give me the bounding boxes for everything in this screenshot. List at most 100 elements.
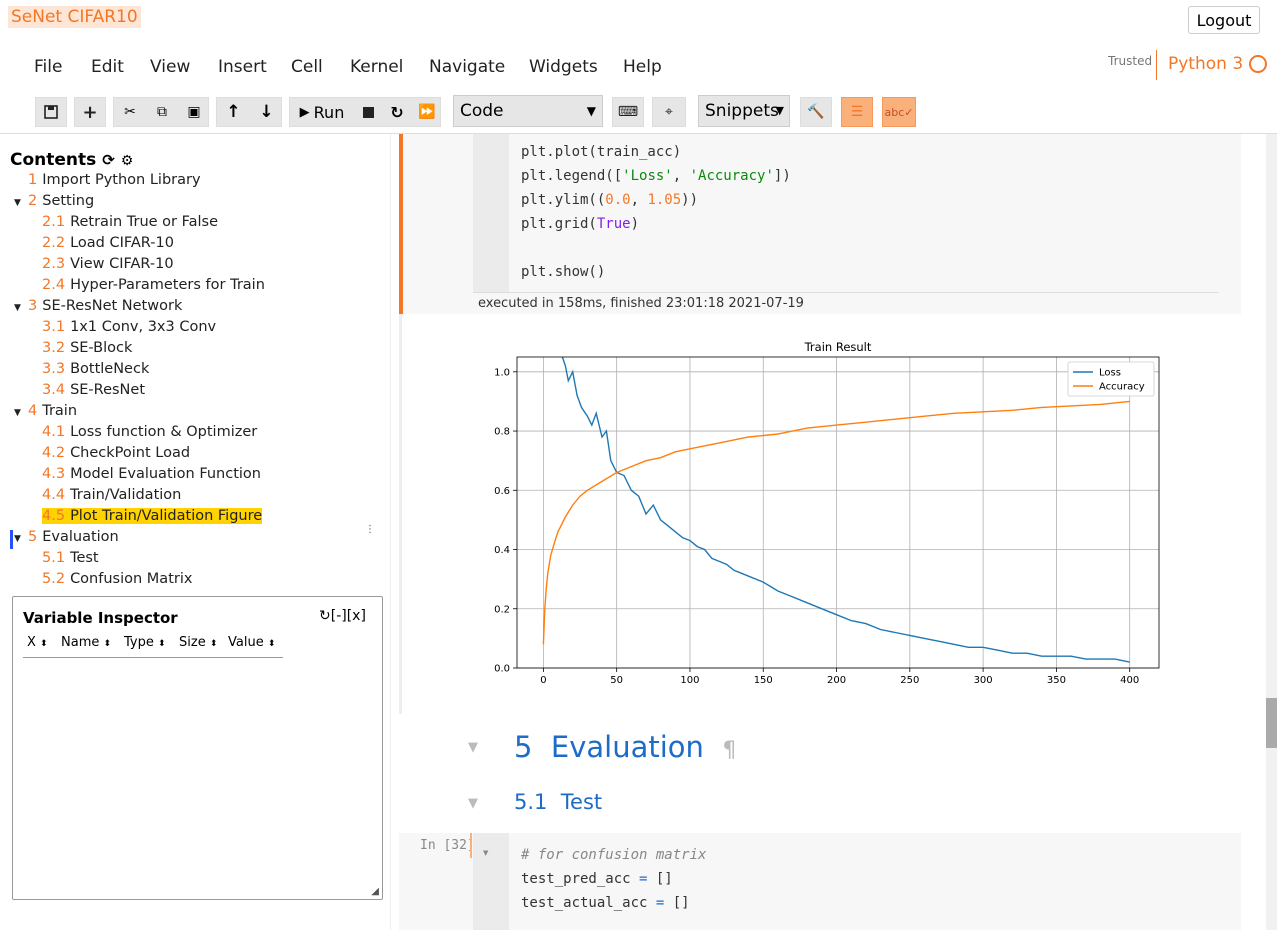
column-size[interactable]: Size ⬍ [179,635,217,650]
menu-navigate[interactable]: Navigate [429,57,506,77]
toc-item-4[interactable]: ▼ 4 Train [14,403,77,419]
kernel-name[interactable]: Python 3 [1168,54,1244,74]
toc-item-3-1[interactable]: 3.1 1x1 Conv, 3x3 Conv [42,319,216,335]
menu-cell[interactable]: Cell [291,57,323,77]
collapse-toggle-icon[interactable]: ▼ [14,303,21,313]
toc-item-text: 5.2 Confusion Matrix [42,571,192,587]
toc-item-4-5[interactable]: 4.5 Plot Train/Validation Figure [42,508,263,524]
column-type[interactable]: Type ⬍ [124,635,166,650]
toc-item-3-3[interactable]: 3.3 BottleNeck [42,361,149,377]
variable-inspector-controls[interactable]: ↻[-][x] [319,608,366,624]
toc-item-3[interactable]: ▼ 3 SE-ResNet Network [14,298,182,314]
move-up-button[interactable]: ↑ [217,98,250,126]
toc-item-label: Load CIFAR-10 [70,235,174,251]
code-content[interactable]: # for confusion matrix test_pred_acc = []… [521,843,706,915]
code-editor[interactable] [473,134,1219,292]
code-token: 'Accuracy' [689,168,774,184]
run-button-group: ▶ Run ↻ ⏩ [289,97,441,127]
collapse-heading-icon[interactable]: ▼ [468,740,478,755]
toc-item-text: 4 Train [28,403,77,419]
toc-item-5-2[interactable]: 5.2 Confusion Matrix [42,571,192,587]
cell-type-select[interactable]: Code ▼ [453,95,603,127]
crosshair-icon: ⌖ [665,104,673,120]
logout-button[interactable]: Logout [1188,6,1260,34]
toc-item-1[interactable]: 1 Import Python Library [14,172,201,188]
sort-icon: ⬍ [158,639,166,649]
menu-edit[interactable]: Edit [91,57,124,77]
collapse-toggle-icon[interactable]: ▼ [14,408,21,418]
scrollbar-thumb[interactable] [1266,698,1277,748]
toc-item-text: 2.2 Load CIFAR-10 [42,235,174,251]
collapse-toggle-icon[interactable]: ▼ [14,534,21,544]
toc-item-2-1[interactable]: 2.1 Retrain True or False [42,214,218,230]
toc-toggle-button[interactable]: ☰ [841,97,873,127]
spellcheck-button[interactable]: abc✓ [882,97,916,127]
menu-file[interactable]: File [34,57,63,77]
toc-item-2[interactable]: ▼ 2 Setting [14,193,94,209]
collapse-toggle-icon[interactable]: ▼ [14,198,21,208]
refresh-icon[interactable]: ⟳ [102,151,115,169]
toc-item-2-3[interactable]: 2.3 View CIFAR-10 [42,256,174,272]
code-content[interactable]: plt.plot(train_acc) plt.legend(['Loss', '… [521,140,791,284]
gear-icon[interactable]: ⚙ [120,153,134,169]
paste-button[interactable]: ▣ [178,98,210,126]
hammer-button[interactable]: 🔨 [800,97,832,127]
fold-icon[interactable]: ▼ [483,849,489,857]
column-value[interactable]: Value ⬍ [228,635,275,650]
command-palette-button[interactable]: ⌨ [612,97,644,127]
column-name[interactable]: Name ⬍ [61,635,111,650]
collapse-heading-icon[interactable]: ▼ [468,796,478,811]
code-token: = [639,871,648,887]
toc-item-5-1[interactable]: 5.1 Test [42,550,99,566]
scrollbar-track[interactable] [1266,134,1277,930]
toc-item-4-4[interactable]: 4.4 Train/Validation [42,487,181,503]
toc-item-number: 1 [28,172,38,188]
toc-item-2-2[interactable]: 2.2 Load CIFAR-10 [42,235,174,251]
move-down-button[interactable]: ↓ [250,98,283,126]
menu-view[interactable]: View [150,57,191,77]
x-tick-label: 100 [680,675,699,686]
toc-item-4-3[interactable]: 4.3 Model Evaluation Function [42,466,261,482]
toc-item-label: Import Python Library [42,172,201,188]
cut-button[interactable]: ✂ [114,98,146,126]
code-line: plt.plot(train_acc) [521,140,791,164]
resize-handle-icon[interactable]: ⋮ [365,524,375,535]
crosshair-button[interactable]: ⌖ [652,97,686,127]
trusted-indicator[interactable]: Trusted [1108,54,1153,68]
execution-info-divider [473,292,1219,293]
toc-item-3-2[interactable]: 3.2 SE-Block [42,340,132,356]
list-icon: ☰ [850,104,864,120]
code-cell[interactable] [399,833,1241,930]
insert-cell-button[interactable]: + [74,97,106,127]
menu-insert[interactable]: Insert [218,57,267,77]
run-button[interactable]: ▶ Run [290,98,354,126]
interrupt-button[interactable] [354,98,382,126]
restart-run-all-button[interactable]: ⏩ [412,98,442,126]
toc-item-4-1[interactable]: 4.1 Loss function & Optimizer [42,424,257,440]
toc-item-4-2[interactable]: 4.2 CheckPoint Load [42,445,190,461]
copy-button[interactable]: ⧉ [146,98,178,126]
toc-item-3-4[interactable]: 3.4 SE-ResNet [42,382,145,398]
column-x[interactable]: X ⬍ [27,635,48,650]
y-tick-label: 0.4 [494,545,510,556]
save-button[interactable] [35,97,67,127]
heading-anchor[interactable]: ¶ [722,738,737,763]
copy-icon: ⧉ [157,104,167,120]
notebook-title[interactable]: SeNet CIFAR10 [8,6,141,28]
heading-evaluation: ▼ 5 Evaluation ¶ [468,730,737,764]
menu-widgets[interactable]: Widgets [529,57,598,77]
move-button-group: ↑ ↓ [216,97,282,127]
menu-help[interactable]: Help [623,57,662,77]
toc-item-text: 2.1 Retrain True or False [42,214,218,230]
chevron-down-icon: ▼ [775,104,784,117]
toc-item-5[interactable]: ▼ 5 Evaluation [14,529,119,545]
menu-kernel[interactable]: Kernel [350,57,404,77]
snippets-menu[interactable]: Snippets ▼ [698,95,790,127]
resize-grip-icon[interactable]: ◢ [371,886,379,897]
toc-item-2-4[interactable]: 2.4 Hyper-Parameters for Train [42,277,265,293]
input-prompt: In [32]: [420,838,483,853]
edit-button-group: ✂ ⧉ ▣ [113,97,209,127]
restart-button[interactable]: ↻ [382,98,412,126]
plus-icon: + [82,101,98,123]
y-tick-label: 0.6 [494,486,510,497]
